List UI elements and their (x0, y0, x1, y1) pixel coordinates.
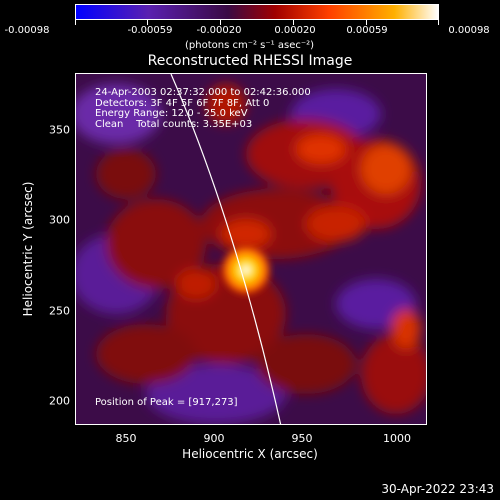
x-axis-label: Heliocentric X (arcsec) (182, 447, 318, 461)
colorbar-tick-label: -0.00059 (127, 25, 173, 36)
info-energy-range: Energy Range: 12.0 - 25.0 keV (95, 108, 248, 119)
timestamp: 30-Apr-2022 23:43 (381, 482, 494, 496)
peak-position: Position of Peak = [917,273] (95, 397, 238, 408)
y-tick-label: 350 (49, 123, 70, 137)
solar-limb-line (170, 74, 282, 424)
x-tick-label: 950 (291, 432, 313, 445)
rhessi-image-canvas (76, 74, 426, 424)
plot-title: Reconstructed RHESSI Image (147, 53, 353, 69)
y-tick-label: 250 (49, 304, 70, 318)
info-time-range: 24-Apr-2003 02:37:32.000 to 02:42:36.000 (95, 87, 311, 98)
colorbar (75, 4, 439, 20)
y-axis-label: Heliocentric Y (arcsec) (21, 181, 35, 317)
colorbar-units: (photons cm⁻² s⁻¹ asec⁻²) (185, 40, 315, 51)
x-tick-label: 900 (203, 432, 225, 445)
info-detectors: Detectors: 3F 4F 5F 6F 7F 8F, Att 0 (95, 97, 270, 109)
colorbar-tick-label: 0.00020 (274, 25, 316, 36)
colorbar-tick-label: -0.00098 (4, 25, 50, 36)
info-total-counts: Clean Total counts: 3.35E+03 (95, 118, 253, 130)
x-tick-label: 850 (115, 432, 137, 445)
observation-info: 24-Apr-2003 02:37:32.000 to 02:42:36.000… (95, 87, 311, 130)
colorbar-tick-label: -0.00020 (196, 25, 242, 36)
y-tick-label: 300 (49, 213, 70, 227)
rhessi-image (75, 73, 427, 425)
colorbar-tick-label: 0.00059 (346, 25, 388, 36)
y-tick-label: 200 (49, 394, 70, 408)
colorbar-tick-label: 0.00098 (448, 25, 490, 36)
x-tick-label: 1000 (383, 432, 411, 445)
